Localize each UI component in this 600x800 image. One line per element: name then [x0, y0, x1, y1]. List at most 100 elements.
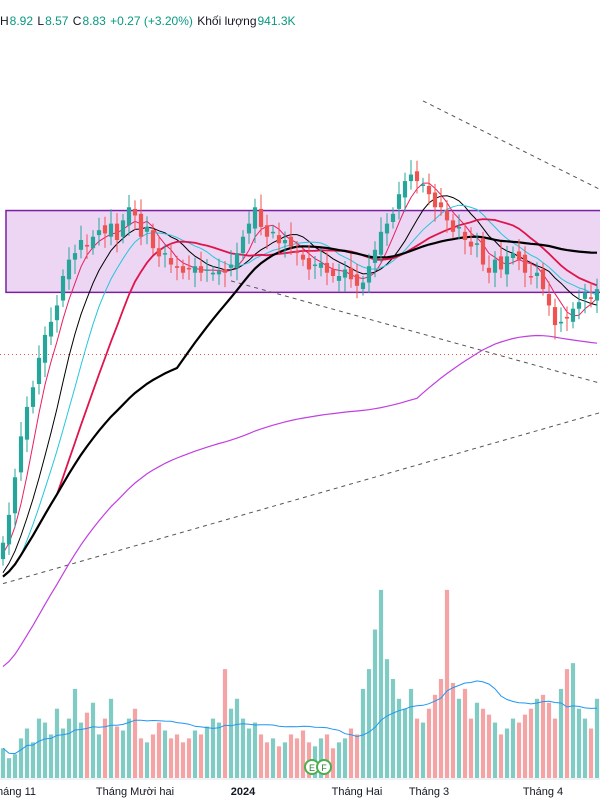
candle-body: [84, 244, 90, 247]
volume-bar: [216, 722, 222, 778]
candle-body: [432, 192, 438, 208]
volume-bar: [228, 708, 234, 778]
candle-body: [258, 208, 264, 227]
volume-bar: [444, 589, 450, 778]
volume-bar: [432, 694, 438, 778]
candle-body: [24, 406, 30, 440]
candle-body: [390, 213, 396, 222]
volume-bar: [48, 734, 54, 778]
volume-bar: [456, 698, 462, 778]
volume-bar: [138, 738, 144, 778]
volume-bar: [36, 718, 42, 778]
candle-body: [474, 243, 480, 245]
candle-body: [408, 174, 414, 182]
volume-bar: [372, 629, 378, 778]
volume-bar: [504, 728, 510, 778]
volume-bar: [426, 708, 432, 778]
volume-bar: [474, 702, 480, 778]
volume-bar: [288, 734, 294, 778]
volume-bar: [246, 728, 252, 778]
ma-14: [2, 204, 598, 577]
volume-bar: [594, 698, 600, 778]
volume-bar: [174, 734, 180, 778]
volume-bar: [168, 738, 174, 778]
x-tick-label: Tháng Hai: [332, 786, 383, 798]
volume-bar: [342, 738, 348, 778]
volume-average: [2, 680, 598, 755]
volume-bar: [84, 712, 90, 778]
volume-bar: [78, 722, 84, 778]
candle-body: [138, 213, 144, 237]
volume-bar: [318, 738, 324, 778]
candle-body: [210, 272, 216, 275]
candle-body: [60, 276, 66, 301]
candle-body: [426, 186, 432, 195]
close-label: C: [72, 14, 82, 28]
volume-bar: [336, 742, 342, 778]
trendline-0: [422, 100, 600, 190]
volume-bar: [354, 734, 360, 778]
volume-bar: [480, 708, 486, 778]
volume-bars: [0, 589, 600, 778]
volume-bar: [198, 734, 204, 778]
candle-body: [360, 282, 366, 290]
x-tick-label: 2024: [231, 786, 256, 798]
ma-40: [2, 235, 598, 578]
candle-body: [468, 241, 474, 247]
volume-bar: [156, 722, 162, 778]
volume-bar: [558, 688, 564, 778]
candle-body: [348, 267, 354, 280]
candle-body: [570, 308, 576, 322]
volume-bar: [186, 738, 192, 778]
volume-bar: [492, 722, 498, 778]
x-tick-label: Tháng Mười hai: [96, 786, 174, 798]
candle-body: [480, 238, 486, 265]
volume-bar: [348, 728, 354, 778]
candle-body: [54, 305, 60, 321]
candle-body: [168, 258, 174, 265]
volume-bar: [72, 688, 78, 778]
candle-body: [300, 254, 306, 260]
candle-body: [240, 236, 246, 254]
volume-bar: [66, 718, 72, 778]
candle-body: [222, 269, 228, 273]
volume-bar: [54, 708, 60, 778]
candle-body: [396, 194, 402, 209]
moving-averages: [2, 182, 598, 668]
volume-bar: [96, 734, 102, 778]
event-badge-label: F: [321, 763, 327, 773]
candle-body: [150, 230, 156, 249]
volume-bar: [144, 742, 150, 778]
candle-body: [36, 357, 42, 384]
volume-bar: [264, 742, 270, 778]
candle-body: [264, 225, 270, 237]
change-value: +0.27 (+3.20%): [110, 14, 193, 28]
candle-body: [456, 226, 462, 229]
volume-bar: [486, 714, 492, 778]
candle-body: [414, 171, 420, 182]
candle-body: [402, 181, 408, 198]
volume-bar: [282, 742, 288, 778]
volume-bar: [162, 730, 168, 778]
candle-body: [156, 248, 162, 257]
volume-bar: [300, 730, 306, 778]
volume-bar: [390, 679, 396, 778]
x-tick-label: Tháng 4: [523, 786, 563, 798]
volume-bar: [330, 748, 336, 778]
volume-bar: [516, 722, 522, 778]
volume-bar: [102, 718, 108, 778]
candle-body: [108, 223, 114, 237]
volume-bar: [132, 708, 138, 778]
candle-body: [186, 267, 192, 270]
candle-body: [162, 253, 168, 255]
volume-bar: [498, 734, 504, 778]
candle-body: [318, 262, 324, 268]
candle-body: [216, 271, 222, 275]
candle-body: [438, 202, 444, 208]
volume-bar: [18, 738, 24, 778]
volume-bar: [0, 748, 6, 778]
volume-ma-line: [2, 680, 598, 755]
high-label: H: [0, 14, 9, 28]
volume-bar: [468, 718, 474, 778]
